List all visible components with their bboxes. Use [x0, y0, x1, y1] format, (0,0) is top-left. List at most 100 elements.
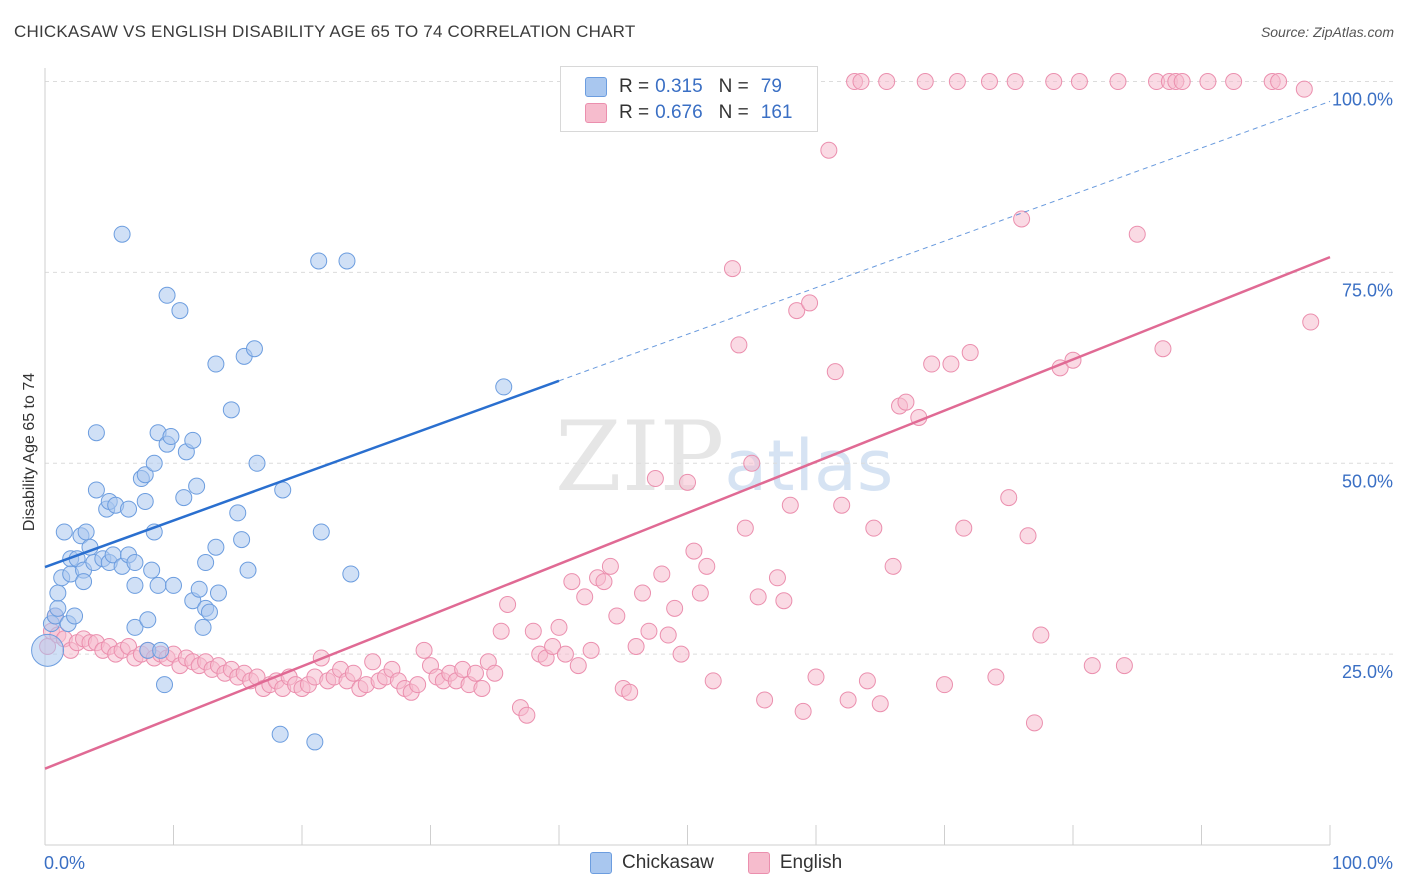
english-point: [826, 363, 844, 381]
english-point: [980, 73, 998, 91]
chickasaw-point: [136, 492, 154, 510]
chickasaw-point: [200, 603, 218, 621]
english-point: [576, 588, 594, 606]
english-point: [730, 336, 748, 354]
english-point: [936, 676, 953, 694]
english-point: [1128, 225, 1146, 243]
english-point: [691, 584, 709, 602]
chickasaw-point: [342, 565, 360, 583]
chickasaw-point: [136, 466, 154, 484]
chickasaw-swatch: [585, 77, 607, 97]
n-value: 161: [760, 102, 793, 123]
english-point: [1083, 657, 1101, 675]
english-point: [704, 672, 722, 690]
english-point: [1109, 73, 1127, 91]
english-point: [858, 672, 876, 690]
chickasaw-point: [274, 481, 292, 499]
english-point: [1295, 80, 1313, 98]
chickasaw-point: [149, 576, 167, 594]
chickasaw-point: [165, 576, 182, 594]
english-point: [743, 454, 761, 472]
english-point: [916, 73, 934, 91]
r-value: 0.315: [655, 76, 703, 97]
english-point: [646, 470, 664, 488]
english-point: [871, 695, 889, 713]
english-point: [788, 302, 806, 320]
english-point: [884, 557, 902, 575]
english-point: [794, 702, 812, 720]
english-point: [897, 393, 915, 411]
legend-item-chickasaw[interactable]: Chickasaw: [590, 852, 714, 874]
chickasaw-point: [312, 523, 330, 541]
english-point: [1225, 73, 1243, 91]
english-point: [833, 496, 851, 514]
english-swatch: [585, 103, 607, 123]
chickasaw-point: [197, 554, 215, 572]
legend-label-chickasaw: Chickasaw: [622, 852, 714, 873]
chickasaw-point: [31, 633, 65, 667]
english-point: [1045, 73, 1063, 91]
english-point: [569, 657, 587, 675]
english-point: [415, 641, 433, 659]
english-point: [807, 668, 825, 686]
english-point: [1032, 626, 1050, 644]
n-value: 79: [760, 76, 782, 97]
stats-legend: R = 0.315 N = 79 R = 0.676 N = 161: [560, 66, 818, 132]
english-point: [820, 141, 838, 159]
chickasaw-point: [248, 454, 266, 472]
english-point: [344, 664, 362, 682]
x-tick-label: 100.0%: [1332, 853, 1393, 873]
english-point: [839, 691, 857, 709]
n-label: N =: [718, 76, 749, 97]
english-point: [1115, 657, 1133, 675]
chickasaw-point: [233, 531, 251, 549]
english-trend-line: [44, 255, 1331, 770]
english-point: [698, 557, 716, 575]
chickasaw-point: [152, 641, 170, 659]
chickasaw-point: [495, 378, 513, 396]
chickasaw-point: [143, 561, 161, 579]
y-tick-label: 50.0%: [1342, 471, 1393, 491]
english-point: [961, 344, 979, 362]
chickasaw-point: [126, 576, 144, 594]
english-point: [942, 355, 960, 373]
english-point: [1025, 714, 1043, 732]
legend-label-english: English: [779, 852, 843, 873]
chickasaw-point: [158, 286, 176, 304]
stats-legend-row-english: R = 0.676 N = 161: [585, 101, 798, 125]
english-point: [865, 519, 883, 537]
y-axis-label: Disability Age 65 to 74: [21, 372, 38, 532]
english-point: [608, 607, 626, 625]
r-label: R =: [619, 102, 650, 123]
english-point: [492, 622, 510, 640]
source-label: Source: ZipAtlas.com: [1260, 24, 1394, 40]
english-point: [987, 668, 1005, 686]
chickasaw-trend-line: [44, 379, 560, 569]
chickasaw-point: [229, 504, 247, 522]
chickasaw-point: [222, 401, 240, 419]
chickasaw-point: [162, 428, 180, 446]
legend-item-english[interactable]: English: [747, 852, 843, 874]
english-point: [659, 626, 677, 644]
english-point: [955, 519, 973, 537]
english-point: [923, 355, 941, 373]
chickasaw-point: [145, 454, 163, 472]
english-point: [1173, 73, 1191, 91]
english-point: [524, 622, 542, 640]
chickasaw-point: [175, 489, 193, 507]
y-tick-label: 25.0%: [1342, 662, 1393, 682]
english-point: [563, 573, 581, 591]
english-point: [595, 573, 613, 591]
watermark: ZIPatlas: [555, 401, 893, 513]
english-point: [582, 641, 600, 659]
chickasaw-point: [271, 725, 289, 743]
chickasaw-point: [126, 618, 144, 636]
english-point: [1019, 527, 1037, 545]
chickasaw-point: [49, 584, 67, 602]
chickasaw-point: [171, 302, 189, 320]
chickasaw-point: [77, 523, 95, 541]
english-point: [775, 592, 793, 610]
n-label: N =: [718, 102, 749, 123]
chickasaw-point: [139, 611, 157, 629]
